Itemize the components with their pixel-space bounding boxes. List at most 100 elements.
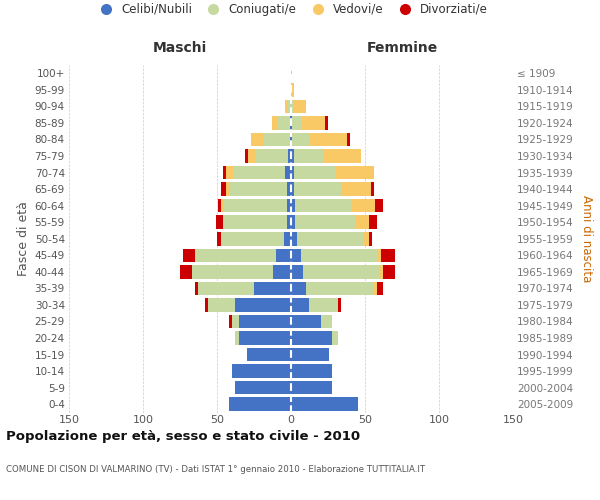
Bar <box>285 100 288 113</box>
Bar <box>291 314 320 328</box>
Bar <box>223 166 226 179</box>
Bar <box>251 132 263 146</box>
Bar <box>383 265 395 278</box>
Bar <box>301 116 325 130</box>
Bar <box>285 166 291 179</box>
Text: Popolazione per età, sesso e stato civile - 2010: Popolazione per età, sesso e stato civil… <box>6 430 360 443</box>
Bar <box>291 149 294 163</box>
Bar <box>192 265 273 278</box>
Bar <box>180 265 192 278</box>
Text: COMUNE DI CISON DI VALMARINO (TV) - Dati ISTAT 1° gennaio 2010 - Elaborazione TU: COMUNE DI CISON DI VALMARINO (TV) - Dati… <box>6 465 425 474</box>
Bar <box>205 298 208 312</box>
Y-axis label: Anni di nascita: Anni di nascita <box>580 195 593 282</box>
Bar <box>291 232 297 245</box>
Bar <box>291 282 306 295</box>
Bar <box>208 298 235 312</box>
Bar <box>379 248 381 262</box>
Bar <box>352 199 376 212</box>
Bar <box>291 298 309 312</box>
Bar <box>294 166 335 179</box>
Bar <box>303 265 380 278</box>
Bar <box>374 282 377 295</box>
Bar <box>295 216 355 229</box>
Text: Maschi: Maschi <box>153 41 207 55</box>
Bar <box>301 248 379 262</box>
Bar <box>332 332 338 345</box>
Bar <box>245 149 248 163</box>
Bar <box>230 182 287 196</box>
Bar <box>291 364 332 378</box>
Bar <box>272 116 278 130</box>
Bar <box>341 182 371 196</box>
Bar <box>320 314 332 328</box>
Bar <box>347 132 350 146</box>
Bar <box>291 199 295 212</box>
Bar <box>290 132 291 146</box>
Bar <box>235 381 291 394</box>
Bar <box>224 216 287 229</box>
Bar <box>235 298 291 312</box>
Bar <box>217 232 221 245</box>
Bar <box>323 149 361 163</box>
Bar <box>325 116 328 130</box>
Bar <box>218 199 221 212</box>
Bar <box>294 182 341 196</box>
Bar <box>288 100 291 113</box>
Bar <box>291 100 294 113</box>
Bar <box>381 248 395 262</box>
Bar <box>195 248 276 262</box>
Bar <box>291 248 301 262</box>
Bar <box>370 216 377 229</box>
Bar <box>263 132 290 146</box>
Bar <box>183 248 195 262</box>
Bar <box>223 216 224 229</box>
Bar <box>291 265 303 278</box>
Bar <box>294 100 306 113</box>
Bar <box>295 199 352 212</box>
Bar <box>247 348 291 362</box>
Bar <box>229 314 232 328</box>
Bar <box>221 199 224 212</box>
Bar <box>254 282 291 295</box>
Bar <box>294 149 323 163</box>
Bar <box>224 199 287 212</box>
Bar <box>239 314 291 328</box>
Bar <box>309 298 338 312</box>
Bar <box>291 348 329 362</box>
Bar <box>288 149 291 163</box>
Y-axis label: Fasce di età: Fasce di età <box>17 202 31 276</box>
Bar <box>292 132 310 146</box>
Bar <box>278 116 290 130</box>
Bar <box>306 282 374 295</box>
Text: Femmine: Femmine <box>367 41 437 55</box>
Bar <box>284 232 291 245</box>
Bar <box>380 265 383 278</box>
Bar <box>287 216 291 229</box>
Bar <box>291 166 294 179</box>
Bar <box>248 149 256 163</box>
Bar <box>355 216 370 229</box>
Bar <box>291 182 294 196</box>
Bar <box>273 265 291 278</box>
Bar <box>276 248 291 262</box>
Bar <box>377 282 383 295</box>
Bar <box>335 166 374 179</box>
Bar <box>292 116 301 130</box>
Bar <box>291 83 294 96</box>
Bar <box>256 149 288 163</box>
Bar <box>226 182 230 196</box>
Bar <box>291 398 358 411</box>
Bar <box>364 232 370 245</box>
Bar <box>195 282 198 295</box>
Bar <box>232 314 239 328</box>
Bar <box>232 364 291 378</box>
Bar <box>297 232 364 245</box>
Bar <box>291 132 292 146</box>
Bar <box>371 182 374 196</box>
Bar <box>287 199 291 212</box>
Bar <box>229 398 291 411</box>
Bar <box>221 232 284 245</box>
Bar <box>233 166 285 179</box>
Bar <box>291 66 292 80</box>
Bar <box>290 116 291 130</box>
